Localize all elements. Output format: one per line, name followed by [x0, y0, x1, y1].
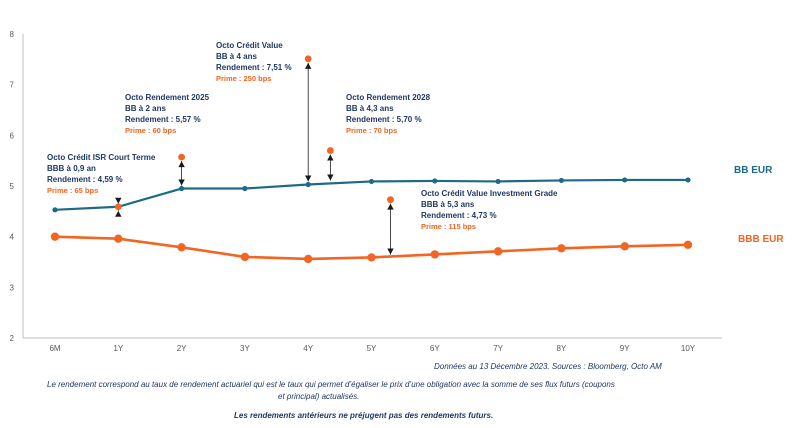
x-tick-label: 6M [49, 344, 60, 353]
series-labels: BB EUR BBB EUR [734, 165, 784, 245]
premium-arrows [115, 62, 394, 255]
x-tick-label: 2Y [177, 344, 187, 353]
bond-marker [178, 153, 186, 161]
premium-arrow-head [115, 197, 122, 204]
series-lines [50, 177, 693, 264]
bond-annotations: Octo Crédit ISR Court Terme BBB à 0,9 an R… [47, 41, 558, 231]
y-tick-label: 3 [10, 283, 15, 292]
series-point [52, 207, 58, 213]
series-point [430, 250, 439, 259]
annotation-line: BBB à 5,3 ans [421, 200, 475, 209]
x-tick-label: 10Y [681, 344, 696, 353]
y-tick-labels: 2 3 4 5 6 7 8 [10, 30, 15, 343]
annotation-line: Rendement : 7,51 % [216, 63, 292, 72]
footnote-line-2: et principal) actualisés. [278, 392, 360, 401]
series-label: BB EUR [734, 165, 773, 176]
annotation-line: BB à 2 ans [125, 104, 166, 113]
premium-arrow-head [305, 175, 312, 182]
annotation-line: Octo Rendement 2025 [125, 93, 210, 102]
y-tick-label: 6 [10, 131, 15, 140]
series-point [177, 243, 186, 252]
annotation-line: Rendement : 5,70 % [346, 115, 422, 124]
data-markers [114, 55, 394, 211]
premium-arrow-head [115, 210, 122, 217]
series-line [54, 178, 688, 211]
series-point [685, 177, 691, 183]
x-tick-labels: 6M 1Y 2Y 3Y 4Y 5Y 6Y 7Y 8Y 9Y 10Y [49, 344, 695, 353]
series-point [179, 185, 185, 192]
annotation-line: Octo Crédit Value Investment Grade [421, 189, 558, 198]
source-note: Données au 13 Décembre 2023. Sources : B… [434, 362, 662, 371]
x-tick-label: 5Y [367, 344, 377, 353]
annotation-line: Rendement : 4,73 % [421, 211, 497, 220]
y-tick-label: 4 [10, 233, 15, 242]
series-point [557, 244, 566, 253]
annotation-line: BBB à 0,9 an [47, 164, 96, 173]
annotation-line: Octo Crédit ISR Court Terme [47, 153, 156, 162]
premium-arrow-head [178, 161, 185, 168]
annotation-premium: Prime : 115 bps [421, 222, 476, 231]
bond-marker [304, 55, 312, 63]
series-point [368, 178, 375, 185]
chart-axes [22, 34, 722, 339]
premium-arrow-head [327, 154, 334, 161]
premium-arrow-head [387, 248, 394, 255]
annotation-premium: Prime : 250 bps [216, 74, 271, 83]
premium-arrow-head [387, 203, 394, 210]
annotation-line: Octo Rendement 2028 [346, 93, 431, 102]
bond-marker [326, 147, 334, 154]
series-point [240, 252, 250, 262]
series-point [683, 240, 693, 249]
x-tick-label: 4Y [303, 344, 313, 353]
annotation-premium: Prime : 70 bps [346, 126, 397, 135]
annotation-line: Rendement : 4,59 % [47, 175, 123, 184]
y-tick-label: 7 [10, 81, 15, 90]
bond-marker [387, 196, 394, 204]
series-label: BBB EUR [738, 234, 784, 245]
series-point [620, 242, 629, 251]
y-tick-label: 2 [10, 334, 15, 343]
y-tick-label: 5 [10, 182, 15, 191]
x-tick-label: 9Y [620, 344, 630, 353]
premium-arrow-head [178, 179, 185, 186]
x-tick-label: 1Y [113, 344, 123, 353]
x-tick-label: 7Y [493, 344, 503, 353]
annotation-line: Octo Crédit Value [216, 41, 283, 50]
series-point [304, 254, 313, 264]
series-point [305, 181, 311, 188]
series-point [493, 247, 503, 256]
x-tick-label: 8Y [557, 344, 567, 353]
x-tick-label: 3Y [240, 344, 250, 353]
y-tick-label: 8 [10, 30, 15, 39]
annotation-line: Rendement : 5,57 % [125, 115, 201, 124]
annotation-premium: Prime : 60 bps [125, 126, 176, 135]
series-point [432, 178, 438, 184]
annotation-premium: Prime : 65 bps [47, 186, 98, 195]
premium-arrow-head [327, 174, 334, 181]
series-point [242, 185, 248, 192]
series-point [367, 253, 376, 262]
footnote-line-1: Le rendement correspond au taux de rende… [47, 380, 615, 389]
series-point [558, 177, 565, 184]
disclaimer: Les rendements antérieurs ne préjugent p… [234, 411, 494, 420]
bond-marker [114, 203, 122, 211]
series-point [114, 234, 123, 243]
series-point [50, 232, 60, 241]
annotation-line: BB à 4,3 ans [346, 104, 394, 113]
premium-arrow-head [305, 62, 312, 69]
annotation-line: BB à 4 ans [216, 52, 257, 61]
yield-curve-chart: 6M 1Y 2Y 3Y 4Y 5Y 6Y 7Y 8Y 9Y 10Y 2 3 4 5 6 7 8 Octo Cré… [10, 30, 785, 353]
series-point [495, 178, 501, 185]
x-tick-label: 6Y [430, 344, 440, 353]
series-point [622, 177, 628, 183]
